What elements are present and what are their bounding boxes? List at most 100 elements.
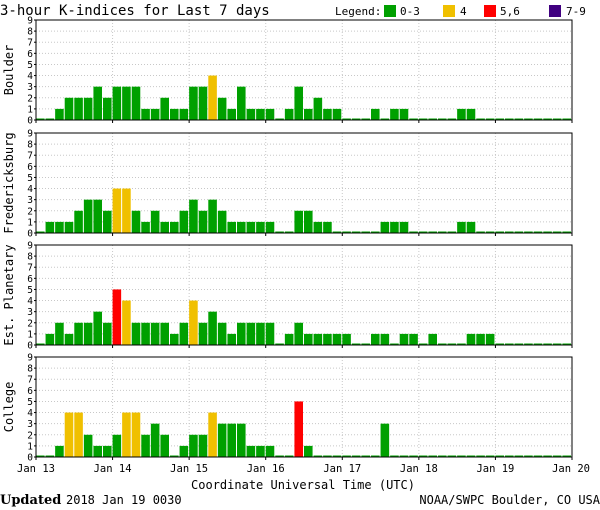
legend-item-0-3: 0-3 (400, 5, 420, 18)
bar (428, 118, 437, 120)
bar (514, 118, 524, 120)
bar (179, 108, 189, 120)
bar (524, 343, 533, 345)
bar (122, 412, 131, 457)
bar (275, 118, 284, 120)
bar (141, 434, 150, 457)
bar (170, 108, 179, 120)
bar (284, 333, 294, 345)
bar (246, 108, 256, 120)
legend-swatch-5-6 (484, 5, 496, 17)
panel-frame (35, 132, 573, 234)
y-tick-label: 7 (27, 38, 33, 49)
bar (294, 401, 303, 457)
bar (208, 412, 217, 457)
bar (466, 455, 476, 457)
bar (103, 322, 112, 345)
bar (543, 343, 552, 345)
x-tick-labels: Jan 13 Jan 14 Jan 15 Jan 16 Jan 17 Jan 18 Jan … (17, 463, 590, 475)
bar (55, 445, 64, 457)
bar (485, 333, 495, 345)
bar (313, 97, 323, 120)
bar (313, 333, 323, 345)
bar (524, 231, 533, 233)
y-tick-label: 1 (27, 217, 33, 228)
bar (112, 434, 122, 457)
bar (189, 86, 198, 120)
bar (562, 455, 571, 457)
y-tick-label: 5 (27, 173, 33, 184)
legend-label: Legend: (335, 5, 381, 18)
y-tick-label: 2 (27, 93, 33, 104)
bar (55, 221, 64, 233)
bar (112, 188, 122, 233)
updated-value: 2018 Jan 19 0030 (66, 493, 182, 507)
bar (36, 343, 45, 345)
bar (514, 455, 524, 457)
y-tick-label: 9 (27, 353, 33, 364)
bar (533, 231, 543, 233)
bar (332, 231, 342, 233)
bar (533, 343, 543, 345)
station-label-fredericksburg: Fredericksburg (2, 132, 16, 233)
bar (160, 97, 169, 120)
bar (342, 231, 351, 233)
bar (495, 118, 504, 120)
bar (122, 300, 131, 345)
bar (351, 231, 361, 233)
bar (112, 86, 122, 120)
bar (457, 108, 466, 120)
y-tick-label: 1 (27, 104, 33, 115)
bar (457, 221, 466, 233)
bar (217, 210, 227, 233)
bar (217, 423, 227, 457)
y-tick-label: 9 (27, 16, 33, 27)
bar (198, 86, 208, 120)
bar (476, 118, 485, 120)
bar (141, 322, 150, 345)
bar (447, 231, 457, 233)
x-tick-label: Jan 18 (400, 463, 438, 475)
bar (438, 343, 447, 345)
bar (64, 333, 74, 345)
bar (485, 455, 495, 457)
y-tick-label: 4 (27, 296, 33, 307)
y-tick-label: 7 (27, 375, 33, 386)
y-tick-label: 4 (27, 408, 33, 419)
y-tick-label: 0 (27, 229, 33, 240)
bar (256, 322, 265, 345)
legend-item-5-6: 5,6 (500, 5, 520, 18)
y-tick-label: 2 (27, 206, 33, 217)
y-tick-label: 5 (27, 285, 33, 296)
bar (409, 231, 418, 233)
bar (342, 333, 351, 345)
bar (294, 210, 303, 233)
bar (485, 118, 495, 120)
bar (160, 434, 169, 457)
bar (533, 455, 543, 457)
bar (466, 221, 476, 233)
bar (208, 199, 217, 233)
bar (83, 97, 93, 120)
bar (514, 231, 524, 233)
y-tick-label: 7 (27, 263, 33, 274)
x-tick-label: Jan 16 (247, 463, 285, 475)
panel-frame (35, 356, 573, 458)
bar (543, 231, 552, 233)
legend-swatch-4 (443, 5, 455, 17)
x-tick-label: Jan 19 (476, 463, 514, 475)
bar (265, 322, 275, 345)
bar (351, 343, 361, 345)
bar (64, 221, 74, 233)
bar (93, 445, 102, 457)
bar (275, 231, 284, 233)
bar (457, 343, 466, 345)
bar (428, 333, 437, 345)
bar (524, 118, 533, 120)
x-tick-label: Jan 17 (323, 463, 361, 475)
bar (55, 108, 64, 120)
bar (466, 333, 476, 345)
bar (447, 118, 457, 120)
